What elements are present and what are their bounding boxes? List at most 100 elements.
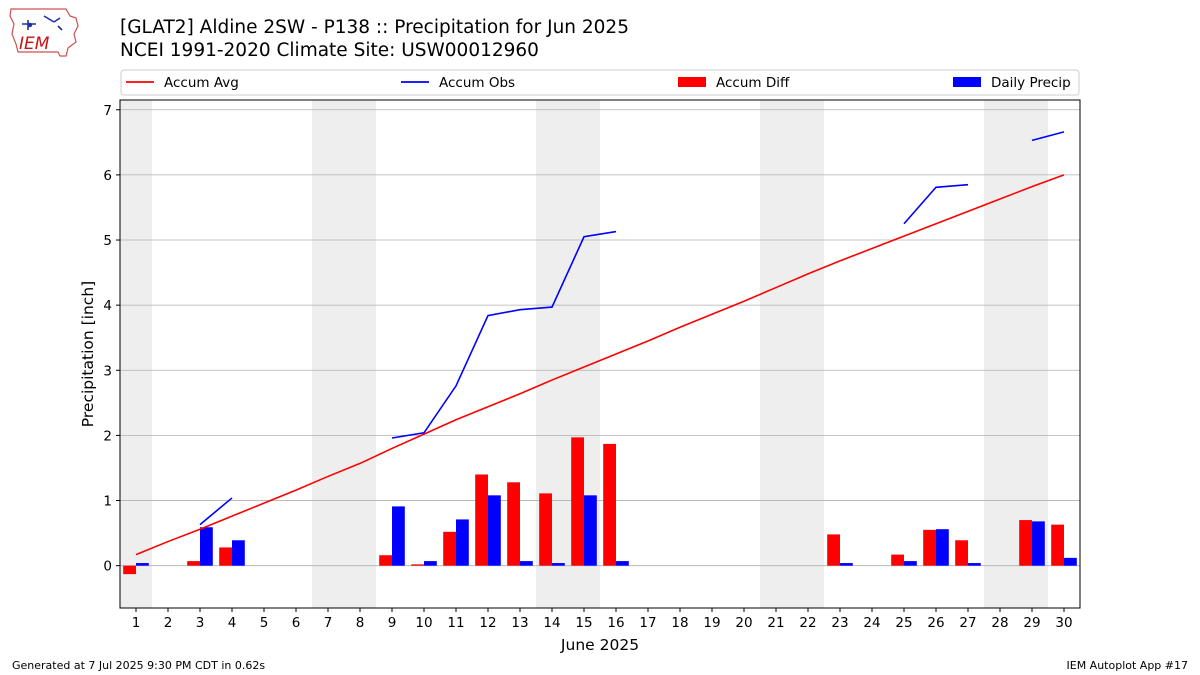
- legend-label-0: Accum Avg: [164, 75, 239, 91]
- accum-obs-line-segment-2: [903, 183, 969, 225]
- daily-precip-bar-14: [552, 563, 565, 566]
- iem-logo: IEM: [9, 8, 79, 57]
- daily-precip-bar-4: [232, 540, 245, 566]
- bars: [123, 437, 1077, 575]
- daily-precip-bar-10: [424, 561, 437, 566]
- daily-precip-bar-1: [136, 563, 149, 566]
- xtick-label-25: 25: [895, 615, 912, 631]
- lines: [135, 131, 1065, 556]
- daily-precip-bar-27: [968, 563, 981, 566]
- grid-lines: [120, 109, 1080, 567]
- daily-precip-bar-11: [456, 519, 469, 566]
- xtick-label-13: 13: [511, 615, 528, 631]
- app-note: IEM Autoplot App #17: [1066, 659, 1189, 672]
- accum-obs-line-segment-0: [199, 497, 233, 526]
- weekend-band-22: [792, 100, 824, 608]
- weekend-band-21: [760, 100, 792, 608]
- xtick-label-9: 9: [388, 615, 397, 631]
- ytick-label-2: 2: [103, 428, 112, 444]
- daily-precip-bar-25: [904, 561, 917, 566]
- ytick-label-0: 0: [103, 559, 112, 575]
- y-axis-label: Precipitation [inch]: [79, 281, 97, 427]
- xtick-label-20: 20: [735, 615, 752, 631]
- legend-swatch-2: [678, 77, 706, 87]
- xtick-label-14: 14: [543, 615, 560, 631]
- daily-precip-bar-23: [840, 563, 853, 566]
- accum-diff-bar-27: [955, 540, 968, 566]
- ytick-label-3: 3: [103, 363, 112, 379]
- weekend-band-1: [120, 100, 152, 608]
- accum-diff-bar-9: [379, 555, 392, 566]
- daily-precip-bar-13: [520, 561, 533, 566]
- daily-precip-bar-3: [200, 527, 213, 566]
- xtick-label-4: 4: [228, 615, 237, 631]
- daily-precip-bar-26: [936, 529, 949, 566]
- legend-box: [120, 69, 1080, 96]
- daily-precip-bar-29: [1032, 521, 1045, 566]
- chart-subtitle: NCEI 1991-2020 Climate Site: USW00012960: [120, 40, 539, 61]
- xtick-label-16: 16: [607, 615, 624, 631]
- xtick-label-6: 6: [292, 615, 301, 631]
- ytick-label-5: 5: [103, 233, 112, 249]
- legend-label-3: Daily Precip: [991, 75, 1071, 91]
- accum-diff-bar-10: [411, 564, 424, 566]
- xtick-label-24: 24: [863, 615, 880, 631]
- legend-label-1: Accum Obs: [439, 75, 515, 91]
- accum-diff-bar-1: [123, 565, 136, 575]
- daily-precip-bar-16: [616, 561, 629, 566]
- accum-diff-bar-4: [219, 547, 232, 566]
- weekend-band-28: [984, 100, 1016, 608]
- xtick-label-22: 22: [799, 615, 816, 631]
- ytick-label-7: 7: [103, 103, 112, 119]
- weekend-band-8: [344, 100, 376, 608]
- accum-diff-bar-3: [187, 561, 200, 566]
- x-axis-label: June 2025: [560, 636, 639, 654]
- xtick-label-12: 12: [479, 615, 496, 631]
- xtick-label-18: 18: [671, 615, 688, 631]
- xtick-label-28: 28: [991, 615, 1008, 631]
- xtick-label-15: 15: [575, 615, 592, 631]
- ytick-label-6: 6: [103, 168, 112, 184]
- accum-diff-bar-11: [443, 531, 456, 566]
- plot-frame: [119, 99, 1081, 609]
- logo-text: IEM: [19, 34, 50, 54]
- generated-note: Generated at 7 Jul 2025 9:30 PM CDT in 0…: [12, 659, 266, 672]
- accum-diff-bar-14: [539, 493, 552, 566]
- xtick-label-17: 17: [639, 615, 656, 631]
- legend-label-2: Accum Diff: [716, 75, 790, 91]
- accum-diff-bar-26: [923, 529, 936, 566]
- xtick-label-3: 3: [196, 615, 205, 631]
- daily-precip-bar-12: [488, 495, 501, 566]
- accum-diff-bar-15: [571, 437, 584, 566]
- daily-precip-bar-9: [392, 506, 405, 566]
- chart-title: [GLAT2] Aldine 2SW - P138 :: Precipitati…: [120, 17, 629, 38]
- xtick-label-1: 1: [132, 615, 141, 631]
- xtick-label-11: 11: [447, 615, 464, 631]
- ytick-label-1: 1: [103, 494, 112, 510]
- accum-diff-bar-12: [475, 474, 488, 566]
- ytick-label-4: 4: [103, 298, 112, 314]
- xtick-label-23: 23: [831, 615, 848, 631]
- accum-obs-line-segment-1: [391, 230, 617, 439]
- xtick-label-2: 2: [164, 615, 173, 631]
- accum-obs-line-segment-3: [1031, 131, 1065, 142]
- xtick-label-5: 5: [260, 615, 269, 631]
- weekend-band-7: [312, 100, 344, 608]
- accum-diff-bar-25: [891, 554, 904, 566]
- accum-diff-bar-30: [1051, 524, 1064, 566]
- xtick-label-26: 26: [927, 615, 944, 631]
- xtick-label-29: 29: [1023, 615, 1040, 631]
- xtick-label-21: 21: [767, 615, 784, 631]
- accum-diff-bar-29: [1019, 520, 1032, 566]
- accum-avg-line-segment-0: [135, 174, 1065, 556]
- xtick-label-10: 10: [415, 615, 432, 631]
- legend-swatch-3: [953, 77, 981, 87]
- accum-diff-bar-13: [507, 482, 520, 566]
- xtick-label-8: 8: [356, 615, 365, 631]
- xtick-label-27: 27: [959, 615, 976, 631]
- accum-diff-bar-23: [827, 534, 840, 566]
- xtick-label-7: 7: [324, 615, 333, 631]
- accum-diff-bar-16: [603, 443, 616, 566]
